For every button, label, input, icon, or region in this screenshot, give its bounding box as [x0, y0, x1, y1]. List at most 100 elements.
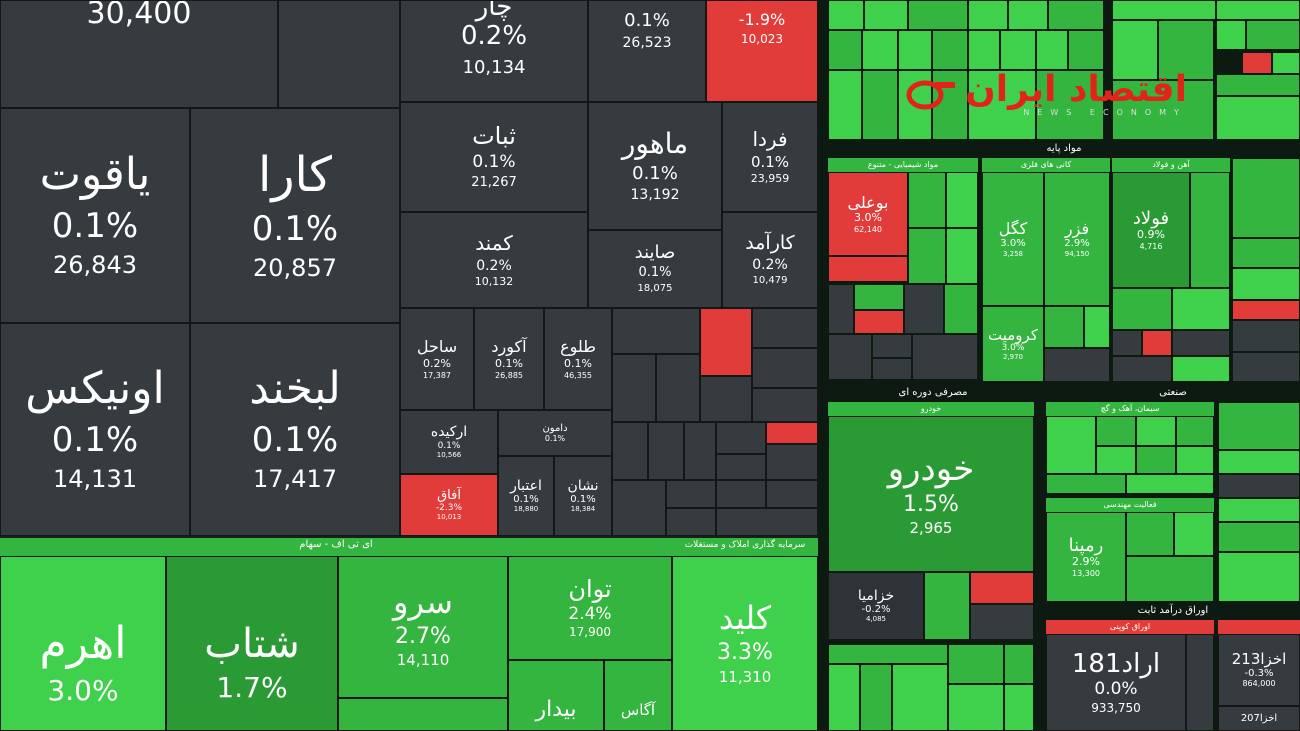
- mini-tile[interactable]: [1068, 30, 1104, 70]
- mini-tile[interactable]: [1044, 306, 1084, 348]
- mini-tile[interactable]: [828, 30, 862, 70]
- mini-tile[interactable]: [970, 572, 1034, 604]
- tile-small[interactable]: [700, 308, 752, 376]
- mini-tile[interactable]: [828, 284, 854, 334]
- mini-tile[interactable]: [1036, 70, 1104, 140]
- mini-tile[interactable]: [1232, 238, 1300, 268]
- tile-sahel[interactable]: ساحل 0.2% 17,387: [400, 308, 474, 410]
- mini-tile[interactable]: [1216, 0, 1300, 20]
- mini-tile[interactable]: [970, 604, 1034, 640]
- mini-tile[interactable]: [1190, 172, 1230, 288]
- mini-tile[interactable]: [1044, 348, 1110, 382]
- tile-onyx[interactable]: اونیکس 0.1% 14,131: [0, 323, 190, 536]
- mini-tile[interactable]: [854, 284, 904, 310]
- mini-tile[interactable]: [912, 334, 978, 380]
- mini-tile[interactable]: [1126, 512, 1174, 556]
- tile-sayand[interactable]: صایند 0.1% 18,075: [588, 230, 722, 308]
- tile-30400[interactable]: 30,400: [0, 0, 278, 108]
- mini-tile[interactable]: [854, 310, 904, 334]
- tile-small[interactable]: [612, 480, 666, 536]
- mini-tile[interactable]: [1172, 330, 1230, 356]
- mini-tile[interactable]: [1218, 552, 1300, 602]
- mini-tile[interactable]: [1218, 498, 1300, 522]
- mini-tile[interactable]: [862, 30, 898, 70]
- mini-tile[interactable]: [924, 572, 970, 640]
- mini-tile[interactable]: [1046, 416, 1096, 474]
- mini-tile[interactable]: [1136, 416, 1176, 446]
- tile-tavan[interactable]: توان 2.4% 17,900: [508, 556, 672, 660]
- mini-tile[interactable]: [968, 30, 1000, 70]
- tile-arkide[interactable]: ارکیده 0.1% 10,566: [400, 410, 498, 474]
- tile-small[interactable]: [766, 444, 818, 480]
- mini-tile[interactable]: [1242, 52, 1272, 74]
- mini-tile[interactable]: [1232, 352, 1300, 382]
- tile-ahrom[interactable]: اهرم 3.0%: [0, 556, 166, 731]
- tile-small[interactable]: [666, 480, 716, 508]
- mini-tile[interactable]: [1126, 474, 1214, 494]
- tile-small[interactable]: [752, 348, 818, 388]
- mini-tile[interactable]: [898, 30, 932, 70]
- mini-tile[interactable]: [1232, 320, 1300, 352]
- tile-agas[interactable]: آگاس: [604, 660, 672, 731]
- mini-tile[interactable]: [828, 644, 948, 664]
- tile-top1[interactable]: چار 0.2% 10,134: [400, 0, 588, 102]
- mini-tile[interactable]: [1218, 450, 1300, 474]
- mini-tile[interactable]: [946, 228, 978, 284]
- mini-tile[interactable]: [1036, 30, 1068, 70]
- tile-akhza207[interactable]: اخزا207: [1218, 706, 1300, 731]
- mini-tile[interactable]: [1216, 20, 1246, 50]
- mini-tile[interactable]: [1186, 634, 1214, 731]
- tile-afagh[interactable]: آفاق -2.3% 10,013: [400, 474, 498, 536]
- tile-small[interactable]: [752, 388, 818, 422]
- mini-tile[interactable]: [908, 0, 968, 30]
- tile-sabat[interactable]: ثبات 0.1% 21,267: [400, 102, 588, 212]
- mini-tile[interactable]: [1112, 330, 1142, 356]
- tile-keromit[interactable]: کرومیت 3.0% 2,970: [982, 306, 1044, 382]
- tile-small[interactable]: [700, 376, 752, 422]
- mini-tile[interactable]: [1126, 556, 1214, 602]
- mini-tile[interactable]: [1158, 20, 1214, 80]
- tile-akord[interactable]: آکورد 0.1% 26,885: [474, 308, 544, 410]
- mini-tile[interactable]: [872, 334, 912, 358]
- mini-tile[interactable]: [968, 0, 1008, 30]
- mini-tile[interactable]: [1216, 74, 1300, 96]
- mini-tile[interactable]: [1046, 474, 1126, 494]
- mini-tile[interactable]: [1272, 52, 1300, 74]
- tile-damoun[interactable]: دامون 0.1%: [498, 410, 612, 456]
- tile-akhza213[interactable]: اخزا213 -0.3% 864,000: [1218, 634, 1300, 706]
- mini-tile[interactable]: [1112, 20, 1158, 80]
- tile-small[interactable]: [684, 422, 716, 480]
- tile-small[interactable]: [612, 354, 656, 422]
- mini-tile[interactable]: [1000, 30, 1036, 70]
- mini-tile[interactable]: [1112, 0, 1216, 20]
- mini-tile[interactable]: [1232, 158, 1300, 238]
- tile-khodro[interactable]: خودرو 1.5% 2,965: [828, 416, 1034, 572]
- tile-small[interactable]: [648, 422, 684, 480]
- mini-tile[interactable]: [1112, 356, 1172, 382]
- mini-tile[interactable]: [1218, 522, 1300, 552]
- mini-tile[interactable]: [1232, 268, 1300, 300]
- tile-labkhand[interactable]: لبخند 0.1% 17,417: [190, 323, 400, 536]
- tile-kelid[interactable]: کلید 3.3% 11,310: [672, 556, 818, 731]
- mini-tile[interactable]: [1004, 644, 1034, 684]
- mini-tile[interactable]: [860, 664, 892, 731]
- tile-kegol[interactable]: کگل 3.0% 3,258: [982, 172, 1044, 306]
- mini-tile[interactable]: [862, 70, 898, 140]
- mini-tile[interactable]: [948, 644, 1004, 684]
- mini-tile[interactable]: [1172, 288, 1230, 330]
- mini-tile[interactable]: [1142, 330, 1172, 356]
- tile-shetab[interactable]: شتاب 1.7%: [166, 556, 338, 731]
- tile-small[interactable]: [716, 422, 766, 454]
- tile-small[interactable]: [766, 422, 818, 444]
- tile-small[interactable]: [716, 480, 766, 508]
- mini-tile[interactable]: [946, 172, 978, 228]
- tile-blank[interactable]: [278, 0, 400, 108]
- tile-small[interactable]: [716, 508, 818, 536]
- tile-bidar[interactable]: بیدار: [508, 660, 604, 731]
- mini-tile[interactable]: [828, 334, 872, 380]
- tile-small[interactable]: [666, 508, 716, 536]
- mini-tile[interactable]: [1112, 288, 1172, 330]
- mini-tile[interactable]: [1084, 306, 1110, 348]
- tile-kara[interactable]: کارا 0.1% 20,857: [190, 108, 400, 323]
- tile-etebar[interactable]: اعتبار 0.1% 18,880: [498, 456, 554, 536]
